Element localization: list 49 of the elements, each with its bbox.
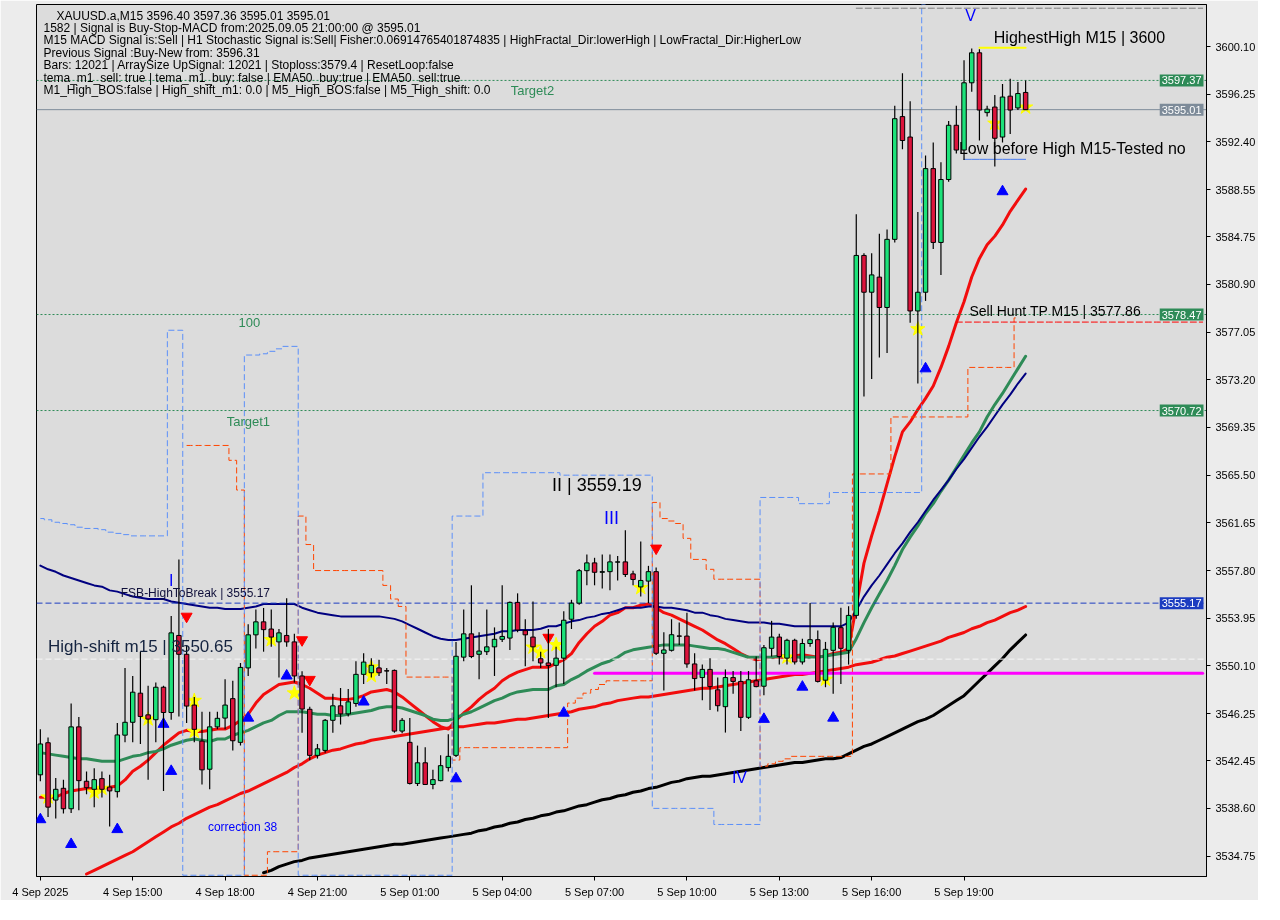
annotation: Target2 [510,83,555,99]
annotation: Bars: 12021 | ArraySize UpSignal: 12021 | Stoploss:3579.4 | ResetLoop:false [43,58,455,73]
annotation: 100 [238,314,261,330]
ref-line-label: 3595.01 [1161,103,1202,116]
x-tick-label: 4 Sep 18:00 [195,885,255,898]
y-tick-label: 3565.50 [1215,469,1256,482]
y-tick-label: 3569.35 [1215,421,1256,434]
annotation: 1582 | Signal is Buy-Stop-MACD from:2025.09.05 21:00:00 @ 3595.01 [43,20,421,35]
annotation: IV [731,768,748,786]
x-tick-label: 5 Sep 16:00 [842,885,902,898]
y-tick-label: 3542.45 [1215,754,1256,767]
annotation: correction 38 [207,819,278,834]
annotation: Target1 [226,413,271,429]
y-tick-label: 3592.40 [1215,135,1256,148]
y-tick-label: 3534.75 [1215,850,1256,863]
x-tick-label: 4 Sep 15:00 [103,885,163,898]
annotation: V [965,6,977,24]
x-tick-label: 5 Sep 01:00 [380,885,440,898]
annotation: HighestHigh M15 | 3600 [993,29,1166,47]
y-tick-label: 3580.90 [1215,278,1256,291]
y-tick-label: 3588.55 [1215,183,1256,196]
x-tick-label: 5 Sep 07:00 [564,885,625,898]
x-tick-label: 4 Sep 21:00 [287,885,348,898]
ref-line-label: 3570.72 [1161,404,1202,417]
x-tick-label: 5 Sep 04:00 [472,885,532,898]
x-tick-label: 5 Sep 19:00 [934,885,994,898]
y-tick-label: 3577.05 [1215,326,1256,339]
annotation: I [169,571,174,589]
y-tick-label: 3538.60 [1215,802,1256,815]
x-tick-label: 5 Sep 13:00 [749,885,809,898]
ref-line-label: 3597.37 [1161,74,1202,87]
annotation: Previous Signal :Buy-New from: 3596.31 [43,45,260,60]
y-tick-label: 3600.10 [1215,40,1256,53]
y-tick-label: 3561.65 [1215,516,1256,529]
y-tick-label: 3596.25 [1215,88,1256,101]
annotation: Sell Hunt TP M15 | 3577.86 [969,303,1141,320]
y-tick-label: 3584.75 [1215,230,1256,243]
y-tick-label: 3550.10 [1215,659,1256,672]
y-tick-label: 3553.95 [1215,612,1256,625]
y-tick-label: 3573.20 [1215,373,1256,386]
ref-line-label: 3578.47 [1161,308,1202,321]
y-tick-label: 3557.80 [1215,564,1256,577]
annotation: II | 3559.19 [552,474,642,495]
x-tick-label: 4 Sep 2025 [12,885,69,898]
chart-title: XAUUSD.a,M15 3596.40 3597.36 3595.01 3595.01 [56,8,331,23]
ref-line-label: 3555.17 [1161,597,1202,610]
x-tick-label: 5 Sep 10:00 [657,885,717,898]
y-tick-label: 3546.25 [1215,707,1256,720]
annotation: III [603,507,619,528]
